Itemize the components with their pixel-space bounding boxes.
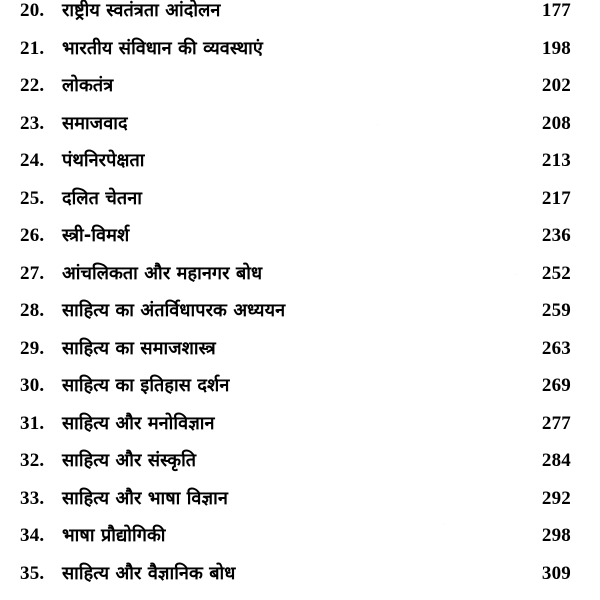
toc-entry-title: स्त्री-विमर्श	[56, 226, 527, 247]
toc-entry-number: 21.	[20, 38, 56, 60]
toc-entry-number: 35.	[20, 563, 56, 585]
toc-entry[interactable]: 25.दलित चेतना217	[0, 188, 600, 226]
toc-entry-number: 31.	[20, 413, 56, 435]
toc-entry-page-number: 252	[527, 263, 571, 285]
toc-entry-number: 24.	[20, 150, 56, 172]
toc-entry-title: भाषा प्रौद्योगिकी	[56, 526, 527, 547]
toc-entry[interactable]: 21.भारतीय संविधान की व्यवस्थाएं198	[0, 38, 600, 76]
toc-entry-page-number: 236	[527, 225, 571, 247]
toc-entry-title: साहित्य और वैज्ञानिक बोध	[56, 564, 527, 585]
toc-entry-number: 22.	[20, 75, 56, 97]
toc-entry-title: साहित्य का इतिहास दर्शन	[56, 376, 527, 397]
toc-entry-page-number: 298	[527, 525, 571, 547]
toc-entry-title: राष्ट्रीय स्वतंत्रता आंदोलन	[56, 1, 527, 22]
toc-entry-number: 27.	[20, 263, 56, 285]
toc-entry-number: 33.	[20, 488, 56, 510]
toc-entry-page-number: 177	[527, 0, 571, 22]
toc-entry-title: साहित्य का समाजशास्त्र	[56, 339, 527, 360]
toc-entry-page-number: 213	[527, 150, 571, 172]
toc-entry-page-number: 284	[527, 450, 571, 472]
toc-entry-title: भारतीय संविधान की व्यवस्थाएं	[56, 39, 527, 60]
toc-entry[interactable]: 24.पंथनिरपेक्षता213	[0, 150, 600, 188]
toc-entry-title: साहित्य और मनोविज्ञान	[56, 414, 527, 435]
toc-entry-number: 20.	[20, 0, 56, 22]
toc-entry-page-number: 198	[527, 38, 571, 60]
toc-entry-title: साहित्य का अंतर्विधापरक अध्ययन	[56, 301, 527, 322]
toc-entry-page-number: 277	[527, 413, 571, 435]
toc-entry-page-number: 269	[527, 375, 571, 397]
toc-entry-page-number: 292	[527, 488, 571, 510]
toc-entry-title: पंथनिरपेक्षता	[56, 151, 527, 172]
toc-entry-number: 32.	[20, 450, 56, 472]
toc-entry-page-number: 202	[527, 75, 571, 97]
toc-entry-number: 26.	[20, 225, 56, 247]
toc-entry-title: साहित्य और भाषा विज्ञान	[56, 489, 527, 510]
toc-entry-title: लोकतंत्र	[56, 76, 527, 97]
toc-entry-title: दलित चेतना	[56, 189, 527, 210]
toc-entry-page-number: 263	[527, 338, 571, 360]
toc-entry-page-number: 217	[527, 188, 571, 210]
toc-entry[interactable]: 32.साहित्य और संस्कृति284	[0, 450, 600, 488]
toc-entry-number: 25.	[20, 188, 56, 210]
toc-entry-number: 28.	[20, 300, 56, 322]
toc-entry-number: 34.	[20, 525, 56, 547]
toc-entry-number: 23.	[20, 113, 56, 135]
toc-entry[interactable]: 34.भाषा प्रौद्योगिकी298	[0, 525, 600, 563]
toc-entry-page-number: 309	[527, 563, 571, 585]
toc-entry-page-number: 259	[527, 300, 571, 322]
toc-entry-number: 29.	[20, 338, 56, 360]
toc-entry-title: साहित्य और संस्कृति	[56, 451, 527, 472]
toc-entry-page-number: 208	[527, 113, 571, 135]
toc-entry-title: आंचलिकता और महानगर बोध	[56, 264, 527, 285]
toc-entry-number: 30.	[20, 375, 56, 397]
toc-entry-title: समाजवाद	[56, 114, 527, 135]
